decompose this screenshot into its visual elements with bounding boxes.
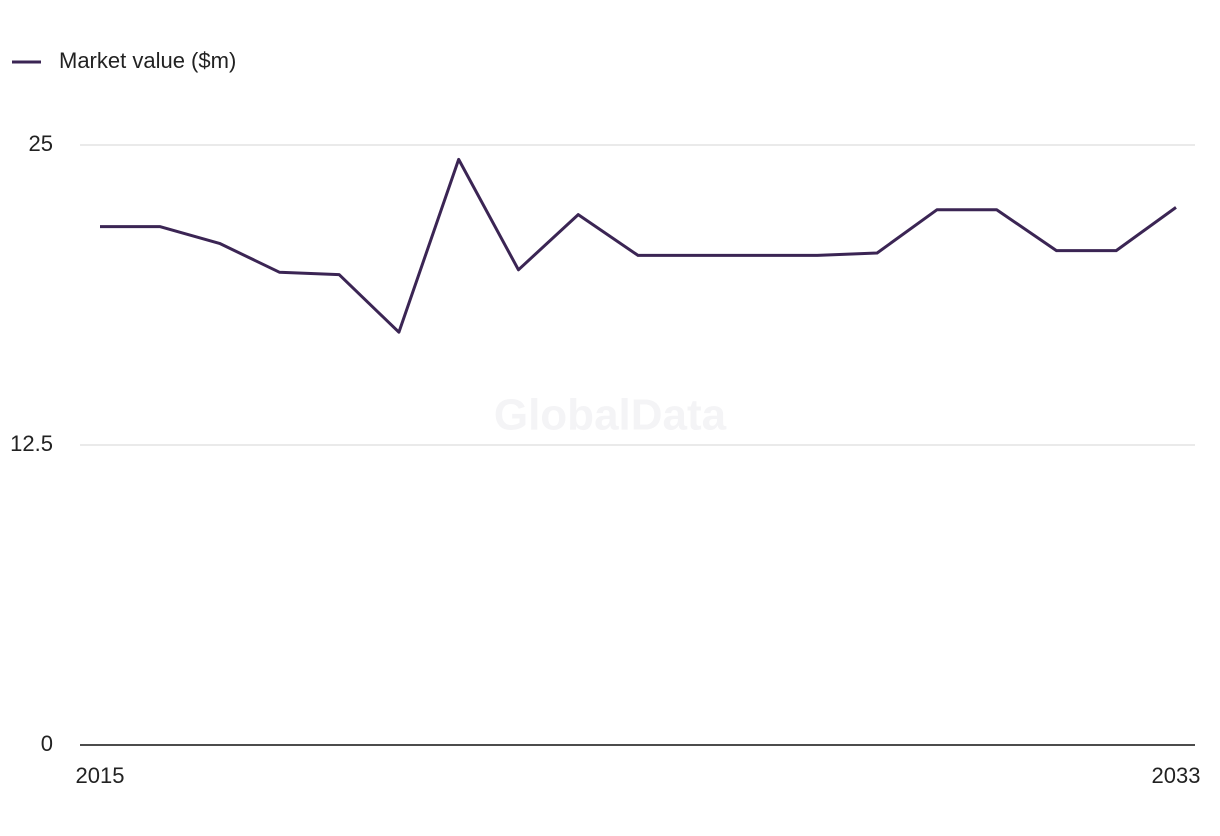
x-tick-label: 2015 [76, 763, 125, 788]
x-tick-label: 2033 [1152, 763, 1201, 788]
legend-label: Market value ($m) [59, 48, 236, 73]
y-tick-label: 12.5 [10, 431, 53, 456]
y-tick-label: 25 [29, 131, 53, 156]
y-tick-label: 0 [41, 731, 53, 756]
watermark: GlobalData [494, 391, 727, 440]
line-series [100, 157, 1177, 334]
